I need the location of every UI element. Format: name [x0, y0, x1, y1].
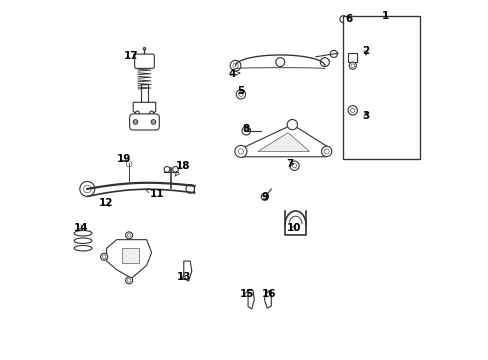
Text: 6: 6	[345, 14, 352, 24]
Text: 10: 10	[286, 223, 301, 233]
Circle shape	[102, 255, 105, 258]
Circle shape	[149, 111, 153, 115]
Text: 7: 7	[286, 159, 293, 169]
Text: 15: 15	[240, 289, 254, 298]
Ellipse shape	[74, 230, 92, 236]
Text: 2: 2	[362, 46, 369, 57]
Circle shape	[134, 121, 136, 123]
Polygon shape	[106, 240, 151, 278]
Text: 16: 16	[261, 289, 276, 298]
Circle shape	[135, 111, 139, 115]
Circle shape	[275, 58, 284, 67]
Circle shape	[350, 64, 354, 67]
Circle shape	[242, 126, 250, 135]
Polygon shape	[133, 102, 155, 116]
Text: 9: 9	[261, 192, 268, 202]
Circle shape	[339, 16, 346, 23]
Circle shape	[350, 108, 354, 112]
Circle shape	[83, 185, 91, 193]
Circle shape	[382, 81, 385, 83]
Circle shape	[125, 232, 132, 239]
Text: 19: 19	[117, 154, 131, 164]
Text: 11: 11	[144, 189, 164, 199]
Circle shape	[324, 149, 328, 154]
Circle shape	[238, 92, 243, 96]
Circle shape	[261, 193, 268, 201]
Text: 1: 1	[381, 11, 388, 21]
Bar	[347, 53, 356, 62]
Circle shape	[390, 87, 402, 99]
Polygon shape	[378, 67, 404, 119]
Bar	[342, 16, 419, 158]
Circle shape	[127, 234, 131, 237]
Bar	[141, 85, 148, 102]
Circle shape	[329, 50, 337, 58]
Circle shape	[172, 167, 178, 172]
Text: 5: 5	[237, 86, 244, 96]
Polygon shape	[183, 261, 191, 281]
Circle shape	[381, 79, 386, 84]
Circle shape	[347, 106, 357, 115]
Polygon shape	[247, 291, 254, 309]
Circle shape	[386, 84, 406, 103]
Text: 17: 17	[123, 51, 138, 61]
Text: 8: 8	[242, 124, 249, 134]
Ellipse shape	[74, 238, 92, 243]
Circle shape	[185, 185, 194, 193]
Circle shape	[321, 146, 331, 157]
Circle shape	[232, 63, 238, 68]
Circle shape	[125, 277, 132, 284]
Circle shape	[230, 60, 241, 71]
Circle shape	[126, 161, 132, 167]
FancyBboxPatch shape	[129, 114, 159, 130]
Circle shape	[236, 90, 245, 99]
Polygon shape	[122, 248, 139, 263]
Circle shape	[286, 120, 297, 130]
Polygon shape	[258, 133, 309, 152]
Text: 4: 4	[228, 68, 240, 78]
Circle shape	[238, 149, 243, 154]
Circle shape	[127, 279, 131, 282]
Text: 18: 18	[175, 161, 190, 176]
Circle shape	[348, 62, 356, 69]
Ellipse shape	[74, 246, 92, 251]
Circle shape	[164, 167, 169, 172]
Text: 13: 13	[176, 272, 191, 282]
Circle shape	[234, 145, 246, 157]
Circle shape	[381, 100, 386, 105]
Polygon shape	[241, 125, 326, 157]
Circle shape	[320, 58, 328, 67]
Circle shape	[292, 163, 296, 168]
Text: 12: 12	[99, 198, 113, 208]
Circle shape	[152, 121, 154, 123]
Text: 3: 3	[362, 111, 369, 121]
Circle shape	[151, 120, 155, 124]
Circle shape	[101, 253, 107, 260]
Circle shape	[133, 120, 138, 124]
Circle shape	[382, 102, 385, 104]
Text: 14: 14	[74, 223, 88, 233]
Polygon shape	[264, 291, 271, 308]
Circle shape	[289, 161, 299, 170]
Circle shape	[80, 181, 95, 197]
FancyBboxPatch shape	[134, 54, 154, 68]
